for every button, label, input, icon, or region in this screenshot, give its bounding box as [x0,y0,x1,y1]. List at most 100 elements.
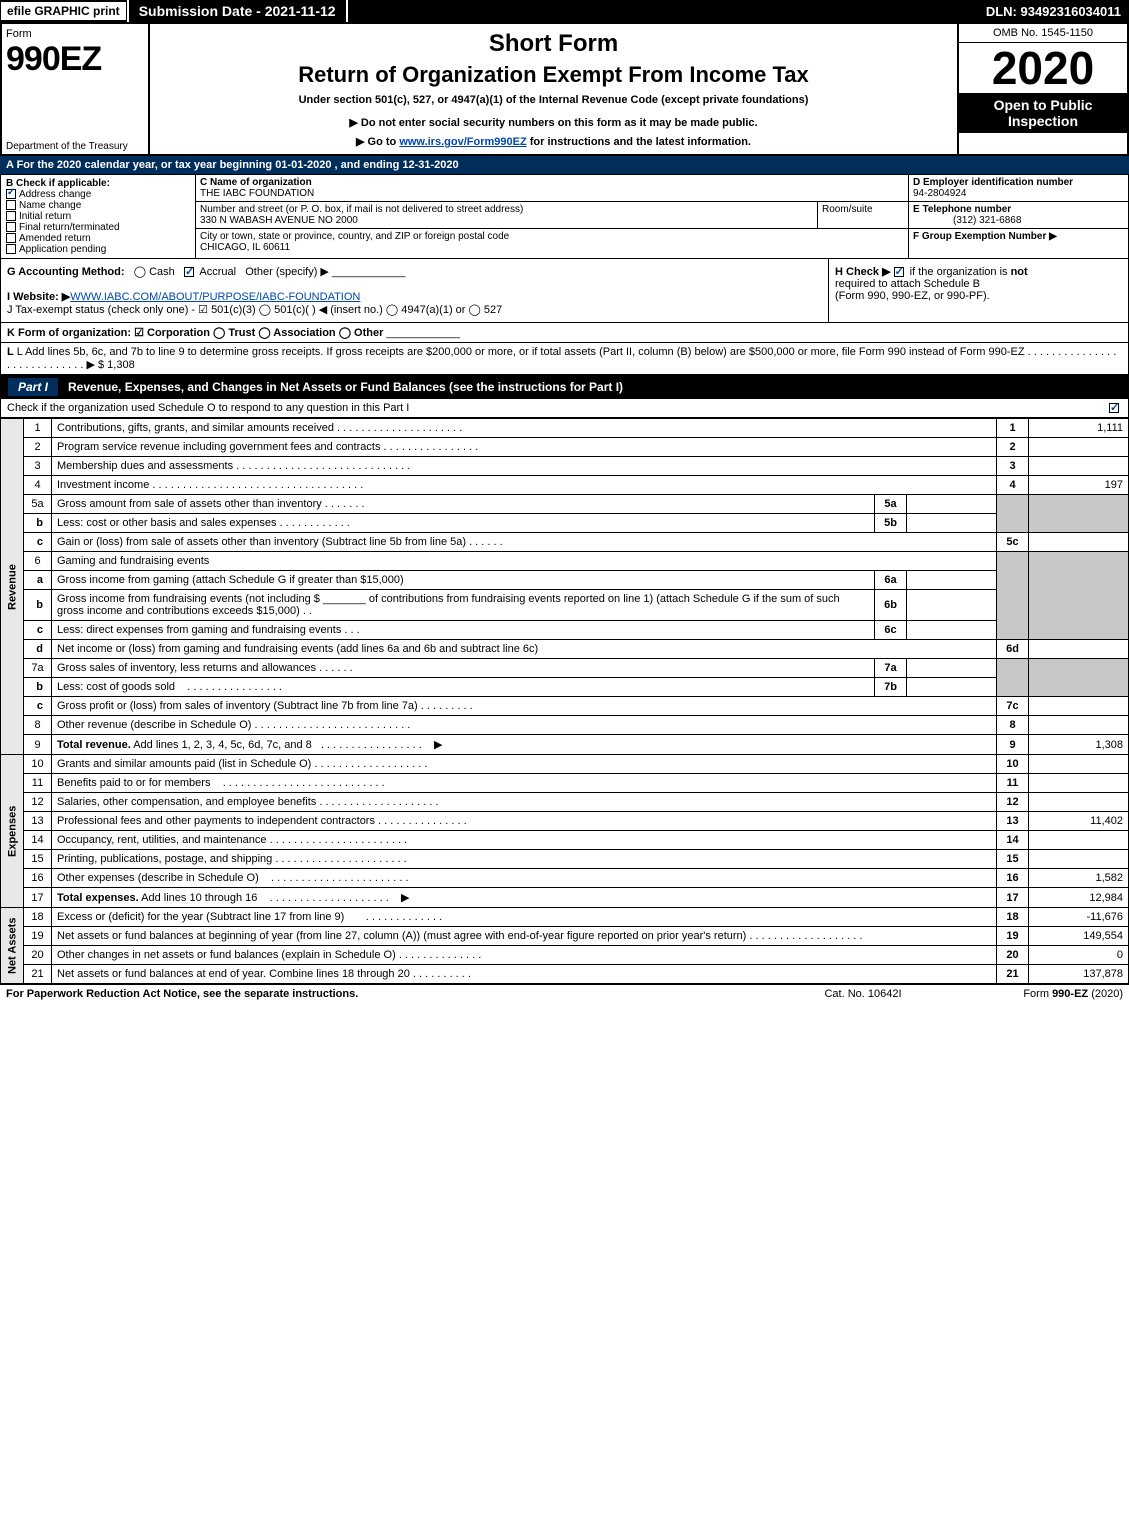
line-18-val: -11,676 [1029,908,1129,927]
form-header: Form 990EZ Department of the Treasury Sh… [0,22,1129,156]
line-17-val: 12,984 [1029,888,1129,908]
efile-print-label[interactable]: efile GRAPHIC print [0,1,127,21]
goto-link[interactable]: www.irs.gov/Form990EZ [399,136,526,148]
cell-f-group: F Group Exemption Number ▶ [909,229,1128,244]
line-6d-val [1029,640,1129,659]
line-10-rnum: 10 [997,755,1029,774]
line-7b-text: Less: cost of goods sold . . . . . . . .… [52,678,875,697]
f-label: F Group Exemption Number ▶ [913,231,1057,242]
line-6c-text: Less: direct expenses from gaming and fu… [52,621,875,640]
checkbox-address-change[interactable] [6,189,16,199]
line-21-rnum: 21 [997,965,1029,984]
line-21-val: 137,878 [1029,965,1129,984]
c-street-label: Number and street (or P. O. box, if mail… [200,204,523,215]
cell-d-ein: D Employer identification number 94-2804… [909,175,1128,202]
row-l: L L Add lines 5b, 6c, and 7b to line 9 t… [0,343,1129,375]
goto-link-line: ▶ Go to www.irs.gov/Form990EZ for instru… [156,135,951,148]
dln-label: DLN: 93492316034011 [978,1,1129,22]
under-section: Under section 501(c), 527, or 4947(a)(1)… [156,94,951,106]
line-8-val [1029,716,1129,735]
g-accrual-check[interactable] [184,267,194,277]
line-20-val: 0 [1029,946,1129,965]
line-19-num: 19 [24,927,52,946]
line-4-num: 4 [24,476,52,495]
line-20-rnum: 20 [997,946,1029,965]
form-number: 990EZ [6,40,144,79]
line-7c-val [1029,697,1129,716]
line-7a-num: 7a [24,659,52,678]
line-7a-minival [907,659,997,678]
l-text: L Add lines 5b, 6c, and 7b to line 9 to … [17,346,1025,358]
line-5a-num: 5a [24,495,52,514]
row-k: K Form of organization: ☑ Corporation ◯ … [0,323,1129,343]
part-1-sub: Check if the organization used Schedule … [0,399,1129,418]
line-6b-mini: 6b [875,590,907,621]
line-7b-minival [907,678,997,697]
e-label: E Telephone number [913,204,1011,215]
h-checkbox[interactable] [894,267,904,277]
line-11-val [1029,774,1129,793]
line-1-val: 1,111 [1029,419,1129,438]
line-9-text: Total revenue. Add lines 1, 2, 3, 4, 5c,… [52,735,997,755]
line-13-text: Professional fees and other payments to … [52,812,997,831]
h-text1: if the organization is [910,266,1011,278]
short-form-title: Short Form [156,30,951,58]
form-label: Form [6,28,144,40]
line-6a-num: a [24,571,52,590]
col-b-checkboxes: B Check if applicable: Address change Na… [1,175,196,258]
col-h: H Check ▶ if the organization is not req… [828,259,1128,322]
checkbox-application-pending[interactable] [6,244,16,254]
checkbox-name-change[interactable] [6,200,16,210]
submission-date: Submission Date - 2021-11-12 [127,0,348,22]
part-1-sub-check[interactable] [1102,402,1122,414]
checkbox-final-return[interactable] [6,222,16,232]
website-link[interactable]: WWW.IABC.COM/ABOUT/PURPOSE/IABC-FOUNDATI… [70,291,360,303]
col-c: C Name of organization THE IABC FOUNDATI… [196,175,908,258]
do-not-enter: ▶ Do not enter social security numbers o… [156,116,951,129]
line-6c-num: c [24,621,52,640]
checkbox-amended-return[interactable] [6,233,16,243]
header-middle: Short Form Return of Organization Exempt… [150,24,957,154]
line-20-text: Other changes in net assets or fund bala… [52,946,997,965]
line-12-text: Salaries, other compensation, and employ… [52,793,997,812]
line-17-rnum: 17 [997,888,1029,908]
line-7c-text: Gross profit or (loss) from sales of inv… [52,697,997,716]
k-text: K Form of organization: ☑ Corporation ◯ … [7,327,383,339]
c-street-value: 330 N WABASH AVENUE NO 2000 [200,215,358,226]
line-6c-mini: 6c [875,621,907,640]
footer: For Paperwork Reduction Act Notice, see … [0,984,1129,1003]
side-net-assets: Net Assets [1,908,24,984]
header-left: Form 990EZ Department of the Treasury [2,24,150,154]
part-1-label: Part I [8,378,58,396]
line-5a-text: Gross amount from sale of assets other t… [52,495,875,514]
grey-7ab-val [1029,659,1129,697]
cell-c-street-row: Number and street (or P. O. box, if mail… [196,202,908,229]
department: Department of the Treasury [6,141,128,152]
line-17-text: Total expenses. Add lines 10 through 16 … [52,888,997,908]
footer-left: For Paperwork Reduction Act Notice, see … [6,988,763,1000]
line-19-text: Net assets or fund balances at beginning… [52,927,997,946]
c-city-label: City or town, state or province, country… [200,231,509,242]
top-bar: efile GRAPHIC print Submission Date - 20… [0,0,1129,22]
cell-c-name: C Name of organization THE IABC FOUNDATI… [196,175,908,202]
line-12-val [1029,793,1129,812]
line-15-text: Printing, publications, postage, and shi… [52,850,997,869]
line-5a-mini: 5a [875,495,907,514]
footer-cat: Cat. No. 10642I [763,988,963,1000]
label-initial-return: Initial return [19,211,71,222]
tax-year: 2020 [959,43,1127,93]
checkbox-initial-return[interactable] [6,211,16,221]
line-13-val: 11,402 [1029,812,1129,831]
h-not: not [1011,266,1028,278]
line-9-rnum: 9 [997,735,1029,755]
label-address-change: Address change [19,189,91,200]
line-8-rnum: 8 [997,716,1029,735]
line-4-val: 197 [1029,476,1129,495]
line-7c-num: c [24,697,52,716]
g-other: Other (specify) ▶ [245,266,329,278]
line-16-rnum: 16 [997,869,1029,888]
g-cash-radio[interactable]: ◯ [134,266,146,278]
g-cash: Cash [149,266,175,278]
grey-6 [997,552,1029,640]
part-1-table: Revenue 1 Contributions, gifts, grants, … [0,418,1129,984]
